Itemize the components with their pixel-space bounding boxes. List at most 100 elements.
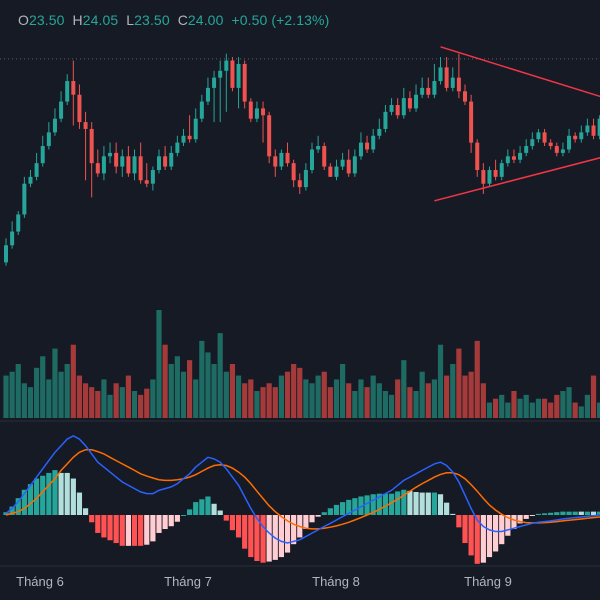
macd-histogram-bar	[364, 495, 370, 515]
volume-bar	[364, 387, 370, 418]
candle-body	[567, 135, 572, 150]
macd-histogram-bar	[193, 502, 199, 515]
macd-histogram-bar	[597, 511, 600, 515]
macd-histogram-bar	[211, 503, 217, 515]
candle-body	[573, 135, 578, 140]
candle-body	[365, 142, 370, 150]
candle-body	[236, 63, 241, 88]
volume-bar	[260, 387, 266, 418]
macd-histogram-bar	[235, 515, 242, 538]
candle-body	[511, 156, 516, 160]
candle-body	[138, 156, 143, 181]
close-value: 24.00	[187, 12, 224, 28]
volume-bar	[278, 375, 284, 418]
macd-histogram-bar	[560, 511, 566, 515]
candle-body	[242, 63, 247, 102]
volume-bar	[107, 394, 113, 418]
macd-histogram-bar	[229, 515, 236, 531]
macd-histogram-bar	[95, 515, 101, 533]
volume-bar	[413, 391, 419, 418]
volume-bar	[437, 344, 444, 418]
volume-bar	[480, 383, 486, 418]
macd-histogram-bar	[107, 515, 113, 541]
volume-bar	[315, 375, 321, 418]
macd-histogram-bar	[254, 515, 260, 562]
macd-histogram-bar	[82, 508, 89, 515]
macd-histogram-bar	[21, 489, 27, 515]
volume-bar	[425, 383, 431, 418]
volume-bar	[346, 383, 352, 418]
candle-body	[542, 132, 547, 143]
macd-histogram-bar	[52, 470, 58, 515]
macd-histogram-bar	[584, 511, 590, 515]
volume-bar	[64, 364, 70, 418]
macd-histogram-bar	[260, 515, 266, 563]
candle-body	[481, 170, 486, 184]
candle-body	[10, 231, 15, 246]
x-axis-label: Tháng 7	[164, 574, 212, 589]
volume-group	[3, 310, 600, 418]
candle-body	[432, 81, 437, 95]
macd-histogram-group	[3, 470, 600, 564]
candle-body	[212, 77, 217, 88]
volume-bar	[254, 391, 260, 418]
candle-body	[218, 70, 223, 78]
candle-body	[144, 180, 149, 184]
macd-histogram-bar	[266, 515, 272, 562]
volume-bar	[578, 406, 584, 418]
macd-histogram-bar	[382, 493, 389, 515]
change-value: +0.50 (+2.13%)	[231, 12, 330, 28]
macd-histogram-bar	[462, 515, 468, 544]
macd-histogram-bar	[101, 515, 107, 538]
volume-bar	[113, 383, 119, 418]
candle-body	[407, 98, 412, 109]
macd-histogram-bar	[407, 490, 413, 515]
candle-body	[591, 125, 596, 136]
macd-histogram-bar	[388, 493, 395, 515]
macd-histogram-bar	[554, 512, 560, 515]
candle-body	[273, 156, 278, 167]
trendline	[434, 157, 600, 202]
macd-histogram-bar	[493, 515, 499, 552]
macd-histogram-bar	[572, 511, 578, 515]
candle-body	[71, 81, 76, 95]
macd-histogram-bar	[113, 515, 119, 544]
volume-bar	[499, 394, 505, 418]
volume-bar	[376, 383, 382, 418]
candle-body	[65, 81, 70, 102]
candle-body	[303, 170, 308, 188]
macd-histogram-bar	[480, 515, 486, 563]
candle-body	[254, 108, 259, 119]
candle-body	[597, 118, 600, 136]
open-key: O	[18, 12, 29, 28]
macd-histogram-bar	[174, 515, 180, 522]
candle-body	[285, 152, 290, 164]
candle-body	[395, 105, 400, 116]
volume-bar	[235, 375, 242, 418]
volume-bar	[95, 391, 101, 418]
macd-histogram-bar	[291, 515, 297, 545]
volume-bar	[474, 340, 480, 418]
volume-bar	[150, 379, 156, 418]
macd-histogram-bar	[499, 515, 505, 545]
volume-bar	[125, 375, 131, 418]
macd-histogram-bar	[46, 472, 52, 515]
candle-body	[16, 214, 21, 232]
volume-bar	[529, 402, 535, 418]
candle-body	[279, 152, 284, 167]
volume-bar	[382, 391, 389, 418]
candle-body	[52, 118, 57, 133]
candle-body	[469, 101, 474, 143]
low-value: 23.50	[134, 12, 170, 28]
volume-bar	[248, 379, 254, 418]
volume-bar	[309, 383, 315, 418]
macd-histogram-bar	[303, 515, 309, 530]
candle-body	[297, 180, 302, 188]
candle-body	[322, 146, 327, 167]
candle-body	[401, 98, 406, 116]
macd-histogram-bar	[162, 515, 168, 530]
candle-body	[475, 142, 480, 170]
candle-body	[101, 156, 106, 174]
volume-bar	[505, 402, 511, 418]
